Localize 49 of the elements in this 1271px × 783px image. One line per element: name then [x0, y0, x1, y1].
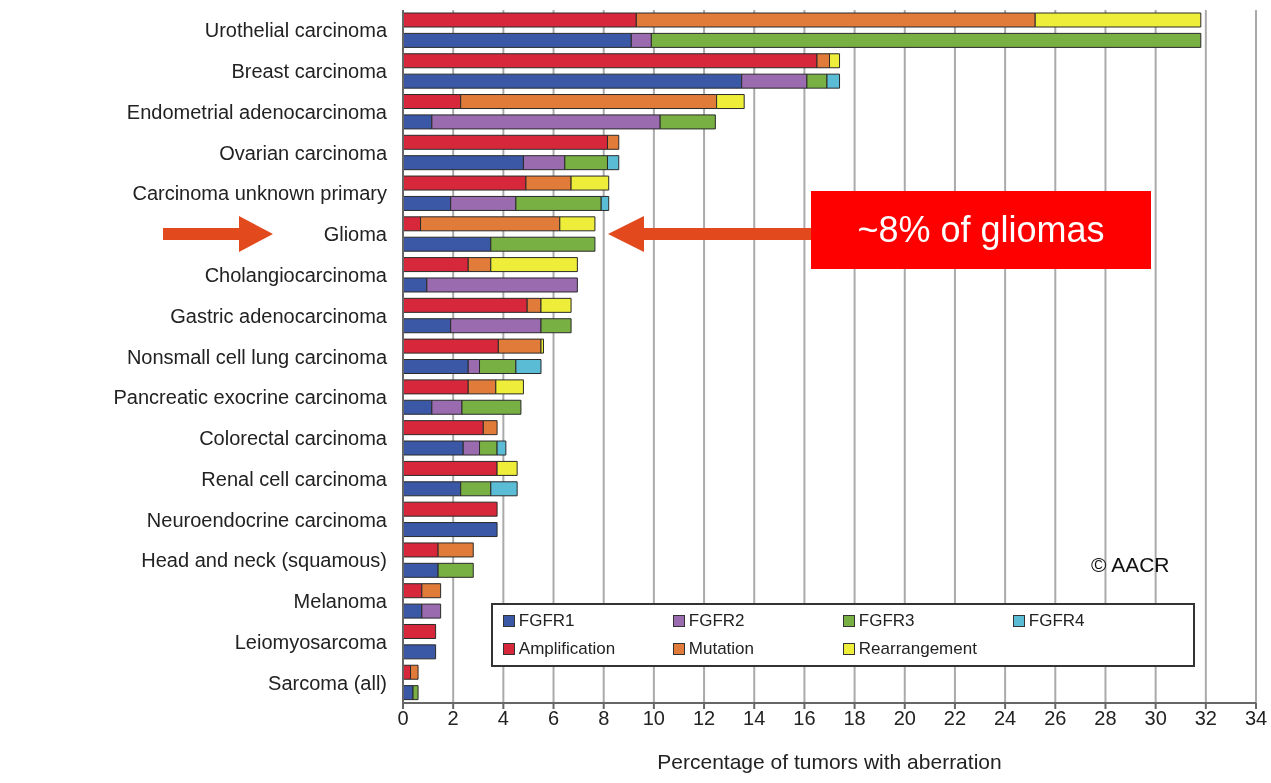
legend-label: FGFR3 — [858, 611, 915, 631]
x-tick-label: 10 — [642, 707, 666, 730]
y-tick-label: Leiomyosarcoma — [234, 630, 388, 653]
legend-label: Rearrangement — [858, 639, 977, 659]
legend-label: Amplification — [518, 639, 616, 659]
y-tick-label: Gastric adenocarcinoma — [170, 304, 388, 327]
bar — [403, 623, 437, 639]
x-tick-label: 2 — [447, 707, 459, 730]
x-tick-label: 26 — [1044, 707, 1067, 730]
legend-label: FGFR4 — [1028, 611, 1085, 631]
x-tick-label: 34 — [1244, 707, 1268, 730]
legend-label: FGFR2 — [688, 611, 745, 631]
x-tick-label: 24 — [993, 707, 1017, 730]
x-tick-label: 20 — [893, 707, 916, 730]
x-tick-label: 4 — [497, 707, 509, 730]
y-tick-label: Urothelial carcinoma — [204, 19, 388, 42]
y-tick-label: Colorectal carcinoma — [199, 427, 388, 450]
y-tick-label: Sarcoma (all) — [268, 671, 387, 694]
x-tick-label: 22 — [943, 707, 967, 730]
y-tick-label: Ovarian carcinoma — [219, 141, 388, 164]
bar — [403, 501, 498, 517]
y-tick-label: Nonsmall cell lung carcinoma — [126, 345, 388, 368]
y-tick-label: Renal cell carcinoma — [201, 467, 388, 490]
x-tick-label: 0 — [397, 707, 409, 730]
y-tick-label: Head and neck (squamous) — [141, 549, 387, 572]
annotation: ~8% of gliomas — [811, 191, 1151, 270]
x-tick-label: 30 — [1144, 707, 1167, 730]
y-tick-label: Melanoma — [293, 590, 388, 613]
x-tick-label: 32 — [1194, 707, 1217, 730]
x-tick-label: 14 — [743, 707, 766, 730]
legend-label: Mutation — [688, 639, 754, 659]
x-tick-label: 16 — [793, 707, 816, 730]
x-tick-label: 8 — [598, 707, 610, 730]
bar — [403, 644, 437, 660]
y-tick-label: Carcinoma unknown primary — [132, 182, 387, 205]
y-tick-label: Breast carcinoma — [231, 60, 388, 83]
annotation: © AACR — [1091, 553, 1170, 577]
x-tick-label: 6 — [547, 707, 560, 730]
y-tick-label: Cholangiocarcinoma — [204, 263, 388, 286]
x-axis-title: Percentage of tumors with aberration — [657, 750, 1002, 773]
x-tick-label: 12 — [692, 707, 716, 730]
x-tick-label: 28 — [1094, 707, 1117, 730]
x-tick-label: 18 — [843, 707, 866, 730]
bar — [403, 522, 498, 538]
y-tick-label: Neuroendocrine carcinoma — [146, 508, 388, 531]
legend-label: FGFR1 — [518, 611, 575, 631]
y-tick-label: Glioma — [323, 223, 388, 246]
y-tick-label: Pancreatic exocrine carcinoma — [113, 386, 388, 409]
y-tick-label: Endometrial adenocarcinoma — [126, 100, 388, 123]
